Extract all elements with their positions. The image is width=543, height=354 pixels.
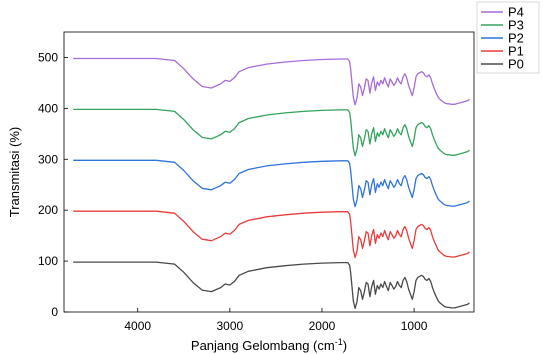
series-line-p3 [73,108,470,157]
legend-label-p1: P1 [508,44,524,59]
y-axis-ticks: 0 100 200 300 400 500 [38,50,68,319]
y-tick-label: 0 [51,305,58,319]
x-tick-label: 4000 [124,319,151,333]
y-tick-label: 500 [38,50,58,64]
legend-label-p4: P4 [508,5,524,20]
x-tick-label: 3000 [216,319,243,333]
y-tick-label: 300 [38,152,58,166]
series-group [73,57,470,310]
series-line-p2 [73,159,470,208]
x-axis-ticks: 4000 3000 2000 1000 [124,308,428,333]
legend-label-p3: P3 [508,18,524,33]
x-tick-label: 2000 [309,319,336,333]
plot-frame [63,31,475,313]
y-tick-label: 200 [38,203,58,217]
x-tick-label: 1000 [401,319,428,333]
series-line-p4 [73,57,470,106]
x-axis-label-superscript: -1 [335,337,343,347]
y-axis-label: Transmitasi (%) [7,127,22,218]
x-axis-label-tail: ) [343,338,347,353]
series-line-p0 [73,261,470,310]
y-tick-label: 400 [38,101,58,115]
series-line-p1 [73,210,470,259]
x-axis-label: Panjang Gelombang (cm-1) [191,337,347,353]
y-tick-label: 100 [38,254,58,268]
x-axis-label-main: Panjang Gelombang (cm [191,338,335,353]
legend-label-p0: P0 [508,57,524,72]
legend-label-p2: P2 [508,31,524,46]
